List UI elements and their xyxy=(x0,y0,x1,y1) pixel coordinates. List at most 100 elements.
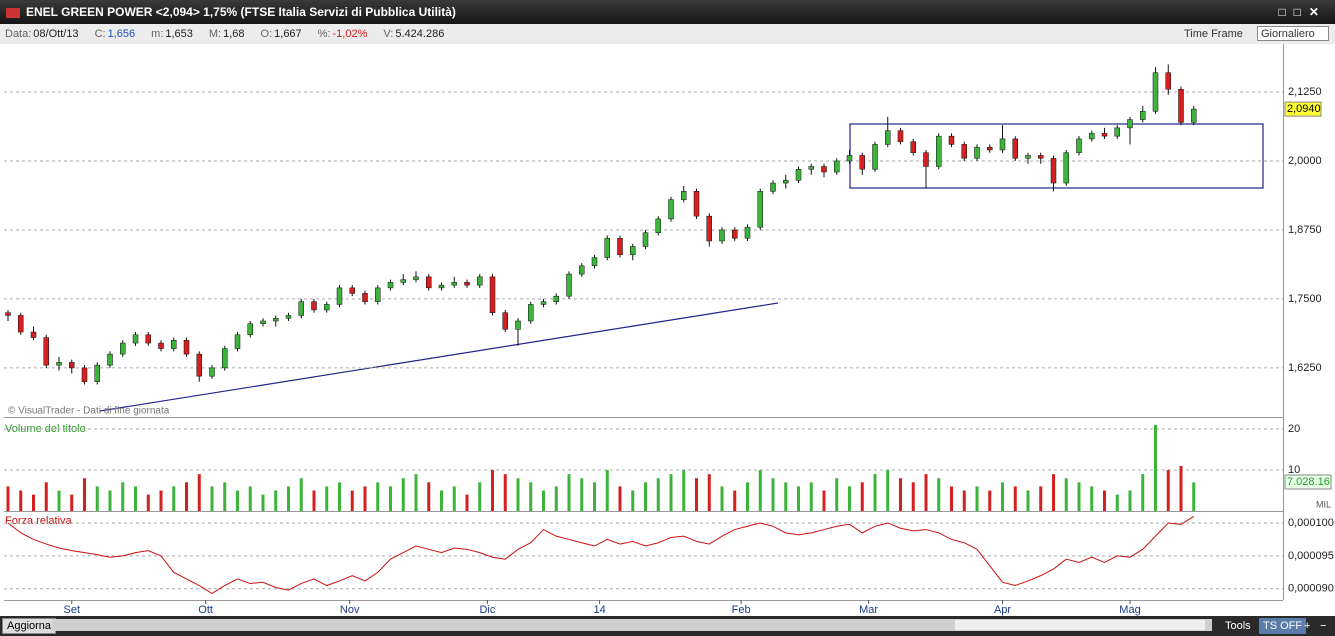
volume-bar xyxy=(1141,474,1145,511)
zoom-in[interactable]: + xyxy=(1304,620,1311,632)
candle-body xyxy=(528,304,534,322)
volume-bar xyxy=(401,478,405,511)
candle-body xyxy=(273,317,279,322)
candle-body xyxy=(783,180,789,184)
window-controls[interactable]: □□✕ xyxy=(1278,5,1327,19)
volume-bar xyxy=(1013,486,1017,511)
candle-body xyxy=(1114,127,1120,137)
volume-bar xyxy=(261,494,265,511)
volume-bar xyxy=(1115,494,1119,511)
volume-bar xyxy=(631,490,635,511)
volume-bar xyxy=(1166,470,1170,511)
field-value: -1,02% xyxy=(332,28,368,40)
volume-bar xyxy=(682,470,686,511)
candle-body xyxy=(375,287,381,302)
candle-body xyxy=(630,246,636,256)
volume-bar xyxy=(363,486,367,511)
volume-bar xyxy=(567,474,571,511)
volume-bar xyxy=(478,482,482,511)
y-tick-label: 2,0000 xyxy=(1288,155,1322,167)
volume-bar xyxy=(210,486,214,511)
candle-body xyxy=(732,229,738,239)
volume-bar xyxy=(172,486,176,511)
y-tick-label: 1,7500 xyxy=(1288,293,1322,305)
volume-bar xyxy=(427,482,431,511)
volume-bar xyxy=(733,490,737,511)
candle-body xyxy=(132,334,139,344)
candle-body xyxy=(1191,108,1197,123)
candle-body xyxy=(400,279,406,283)
x-tick-label: Ott xyxy=(198,604,213,616)
candle-body xyxy=(808,166,814,170)
candle-body xyxy=(961,144,967,159)
volume-bar xyxy=(554,486,558,511)
candle-body xyxy=(1140,111,1146,120)
candle-body xyxy=(936,135,942,167)
volume-bar xyxy=(57,490,61,511)
tools-button[interactable]: Tools xyxy=(1225,620,1251,632)
candle-body xyxy=(540,301,547,305)
volume-bar xyxy=(784,482,788,511)
volume-bar xyxy=(83,478,86,511)
time-frame-label: Time Frame xyxy=(1184,28,1243,40)
volume-bar xyxy=(771,478,775,511)
volume-bar xyxy=(911,482,915,511)
field-value: 1,667 xyxy=(274,28,302,40)
x-tick-label: Dic xyxy=(479,604,495,616)
x-tick-label: Nov xyxy=(340,604,360,616)
candle-body xyxy=(1050,157,1057,184)
chart: © VisualTrader - Dati di fine giornata V… xyxy=(0,44,1335,616)
volume-bar xyxy=(503,474,507,511)
volume-bar xyxy=(325,486,329,511)
volume-bar xyxy=(1128,490,1132,511)
volume-bar xyxy=(389,486,392,511)
volume-bar xyxy=(822,490,826,511)
field-value: 1,653 xyxy=(165,28,193,40)
candle-body xyxy=(30,331,37,338)
chart-bg xyxy=(0,44,1335,616)
volume-bar xyxy=(644,482,647,511)
x-tick-label: Set xyxy=(63,604,80,616)
volume-bar xyxy=(236,490,239,511)
volume-bar xyxy=(274,490,278,511)
candle-body xyxy=(426,276,432,289)
candle-body xyxy=(171,340,177,349)
candle-body xyxy=(1025,155,1031,159)
zoom-out[interactable]: − xyxy=(1320,620,1327,632)
volume-bar xyxy=(134,486,137,511)
volume-bar xyxy=(746,482,749,511)
volume-bar xyxy=(669,474,673,511)
volume-bar xyxy=(937,478,941,511)
field-label: M: xyxy=(208,28,222,40)
volume-bar xyxy=(414,474,418,511)
candle-body xyxy=(18,315,24,333)
volume-bar xyxy=(338,482,341,511)
last-price-label: 2,0940 xyxy=(1287,103,1321,115)
candle-body xyxy=(974,146,980,159)
candle-body xyxy=(566,273,572,297)
ts-button[interactable]: TS OFF xyxy=(1259,618,1307,634)
time-frame-select[interactable]: Giornaliero xyxy=(1257,26,1329,41)
scroll-thumb[interactable] xyxy=(955,620,1205,630)
candle-body xyxy=(349,287,355,294)
candle-body xyxy=(1038,155,1044,159)
volume-bar xyxy=(376,482,380,511)
panel-label: Volume del titolo xyxy=(5,423,86,435)
field-label: C: xyxy=(94,28,106,40)
volume-bar xyxy=(44,482,48,511)
candle-body xyxy=(107,353,113,366)
volume-bar xyxy=(975,486,979,511)
trend-line xyxy=(99,302,779,412)
volume-bar xyxy=(95,486,99,511)
volume-last-label: 7.028.16 xyxy=(1287,476,1330,488)
refresh-button[interactable]: Aggiorna xyxy=(2,618,57,634)
scrollbar[interactable] xyxy=(52,619,1212,631)
candle-body xyxy=(56,362,62,366)
volume-bar xyxy=(899,478,902,511)
candle-body xyxy=(451,282,457,286)
candle-body xyxy=(94,364,100,382)
candle-body xyxy=(158,342,164,349)
candle-body xyxy=(744,226,751,239)
x-tick-label: Apr xyxy=(994,604,1011,616)
volume-bar xyxy=(159,490,163,511)
